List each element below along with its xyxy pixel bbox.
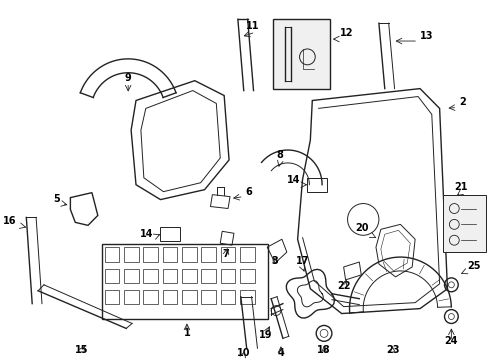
Bar bbox=[307, 178, 326, 192]
Bar bbox=[240, 290, 254, 304]
Bar bbox=[124, 290, 138, 304]
Bar bbox=[182, 290, 196, 304]
Text: 9: 9 bbox=[124, 73, 131, 83]
Bar bbox=[163, 290, 177, 304]
Text: 14: 14 bbox=[286, 175, 300, 185]
Bar bbox=[104, 290, 119, 304]
Text: 19: 19 bbox=[258, 330, 271, 340]
Text: 11: 11 bbox=[245, 21, 259, 31]
Text: 4: 4 bbox=[277, 348, 284, 358]
Bar bbox=[163, 269, 177, 283]
Bar bbox=[273, 19, 329, 89]
Text: 13: 13 bbox=[419, 31, 433, 41]
Text: 8: 8 bbox=[276, 150, 283, 160]
Text: 3: 3 bbox=[271, 256, 278, 266]
Bar bbox=[201, 247, 216, 262]
Bar bbox=[143, 290, 158, 304]
Text: 18: 18 bbox=[317, 345, 330, 355]
Text: 20: 20 bbox=[355, 223, 368, 233]
Bar bbox=[182, 269, 196, 283]
Bar bbox=[104, 247, 119, 262]
Bar bbox=[442, 195, 485, 252]
Text: 22: 22 bbox=[336, 281, 350, 291]
Bar bbox=[124, 247, 138, 262]
Text: 10: 10 bbox=[237, 348, 250, 358]
Text: 12: 12 bbox=[339, 28, 352, 38]
Bar bbox=[143, 269, 158, 283]
Bar bbox=[201, 290, 216, 304]
Text: 15: 15 bbox=[75, 345, 89, 355]
Text: 17: 17 bbox=[295, 256, 308, 266]
Bar bbox=[201, 269, 216, 283]
Bar bbox=[240, 247, 254, 262]
Text: 25: 25 bbox=[466, 261, 480, 271]
Bar bbox=[221, 269, 235, 283]
Bar bbox=[163, 247, 177, 262]
Text: 7: 7 bbox=[222, 249, 229, 259]
Text: 16: 16 bbox=[3, 216, 17, 226]
Bar bbox=[124, 269, 138, 283]
Bar bbox=[160, 227, 180, 241]
Text: 2: 2 bbox=[458, 98, 465, 107]
Text: 24: 24 bbox=[444, 336, 457, 346]
Bar bbox=[104, 269, 119, 283]
Bar bbox=[240, 269, 254, 283]
Bar bbox=[221, 247, 235, 262]
Text: 23: 23 bbox=[385, 345, 399, 355]
Text: 6: 6 bbox=[245, 186, 252, 197]
Bar bbox=[221, 290, 235, 304]
Bar bbox=[102, 244, 268, 319]
Text: 21: 21 bbox=[453, 182, 467, 192]
Bar bbox=[182, 247, 196, 262]
Bar bbox=[143, 247, 158, 262]
Text: 1: 1 bbox=[183, 328, 190, 338]
Text: 5: 5 bbox=[53, 194, 60, 203]
Text: 14: 14 bbox=[140, 229, 153, 239]
